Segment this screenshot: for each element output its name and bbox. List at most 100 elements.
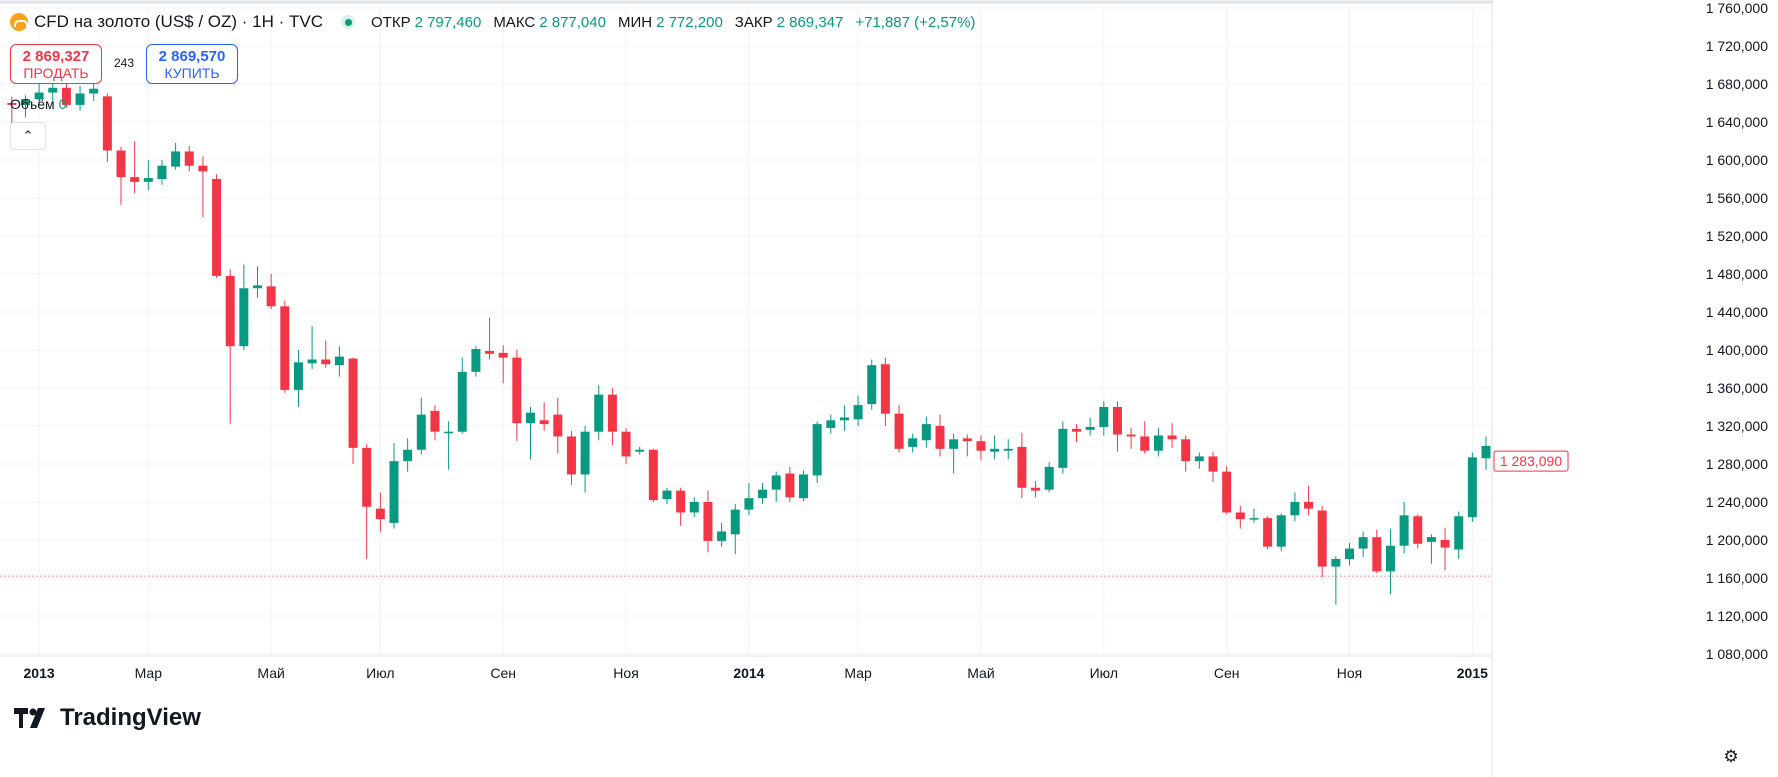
candle — [457, 357, 467, 434]
candle — [20, 95, 30, 118]
candle — [566, 430, 576, 485]
candle-body — [662, 490, 672, 500]
candle — [280, 300, 290, 393]
low-label: МИН — [617, 13, 653, 31]
candle-body — [375, 508, 385, 520]
candle-body — [771, 475, 781, 490]
candle — [799, 470, 808, 502]
price-tick-label: 1 600,000 — [1706, 152, 1768, 168]
candle-body — [921, 424, 931, 441]
time-axis[interactable]: 2013 Мар Май Июл Сен Ноя 2014 Мар Май Июл Сен Ноя 20… — [24, 665, 1489, 681]
tradingview-logo[interactable]: TradingView — [14, 704, 201, 732]
price-axis[interactable]: 1 080,000 1 120,000 1 160,000 1 200,000 1 24… — [1493, 0, 1778, 777]
candle — [512, 350, 522, 442]
candle — [1140, 421, 1150, 454]
candle — [375, 492, 385, 533]
price-tick-label: 1 200,000 — [1706, 532, 1768, 548]
candle — [444, 421, 454, 470]
close-value: 2 869,347 — [776, 13, 844, 31]
candle-body — [908, 438, 918, 447]
candle — [198, 156, 208, 217]
candle — [853, 395, 863, 426]
market-status-icon[interactable] — [341, 15, 355, 29]
price-tick-label: 1 520,000 — [1706, 228, 1768, 244]
candle-body — [1426, 537, 1436, 542]
candle — [1099, 401, 1109, 436]
candle-body — [34, 92, 44, 100]
candle — [935, 414, 945, 457]
buy-button[interactable]: 2 869,570 КУПИТЬ — [146, 44, 238, 84]
candle-body — [253, 285, 262, 289]
collapse-legend-button[interactable]: ⌃ — [10, 122, 46, 150]
candle — [389, 443, 399, 529]
candle-body — [348, 358, 358, 448]
candle — [1058, 421, 1068, 474]
candle-body — [157, 165, 167, 179]
candle-body — [607, 394, 617, 432]
candle — [1440, 527, 1450, 571]
change-value: +71,887 (+2,57%) — [855, 13, 976, 31]
candle-body — [799, 474, 808, 499]
candle — [348, 357, 358, 464]
candle-body — [1058, 428, 1068, 468]
time-tick-label: 2015 — [1457, 665, 1488, 681]
candle-body — [1358, 537, 1368, 549]
candle-body — [280, 306, 290, 390]
chart-header: CFD на золото (US$ / OZ) · 1Н · TVC ОТКР… — [10, 12, 983, 32]
candle-body — [89, 88, 99, 94]
brand-name: TradingView — [60, 704, 201, 731]
symbol-title[interactable]: CFD на золото (US$ / OZ) · 1Н · TVC — [34, 12, 323, 31]
price-tick-label: 1 320,000 — [1706, 418, 1768, 434]
candle-body — [689, 502, 699, 513]
candle-body — [266, 286, 276, 307]
candle — [143, 160, 153, 191]
candle-body — [1072, 428, 1081, 432]
price-tick-label: 1 680,000 — [1706, 76, 1768, 92]
candle — [553, 397, 563, 454]
candle — [403, 438, 413, 472]
candle — [75, 85, 85, 111]
candle — [730, 503, 740, 555]
candle-body — [935, 426, 945, 449]
candle-body — [553, 414, 563, 437]
candle — [771, 471, 781, 502]
candle-body — [1167, 435, 1177, 440]
candle — [594, 385, 604, 441]
candle-body — [61, 87, 71, 105]
price-tick-label: 1 480,000 — [1706, 266, 1768, 282]
sell-button[interactable]: 2 869,327 ПРОДАТЬ — [10, 44, 102, 84]
candle — [1222, 465, 1232, 515]
candle-body — [171, 151, 181, 167]
candle — [1208, 451, 1218, 483]
time-tick-label: Мар — [844, 665, 872, 681]
candle-body — [362, 447, 372, 507]
candle — [758, 483, 768, 504]
candle-body — [990, 448, 1000, 452]
candle-body — [1276, 515, 1286, 547]
candle — [239, 264, 249, 350]
candle — [1372, 529, 1382, 574]
candle — [921, 416, 931, 448]
time-tick-label: 2013 — [24, 665, 55, 681]
time-tick-label: 2014 — [733, 665, 764, 681]
candle — [1317, 505, 1327, 578]
candle-body — [75, 93, 85, 105]
candle — [1304, 485, 1314, 516]
candle-body — [1194, 456, 1204, 462]
volume-legend[interactable]: Объём 0 — [10, 96, 66, 112]
candle — [1031, 481, 1041, 498]
candle-body — [703, 502, 713, 541]
candles-layer — [7, 74, 1505, 605]
candle-body — [1031, 487, 1041, 491]
candle — [662, 487, 672, 504]
candle — [293, 350, 303, 407]
volume-label: Объём — [10, 96, 55, 112]
candle-body — [894, 413, 904, 449]
candle — [1153, 427, 1163, 457]
candle — [812, 421, 822, 483]
candle — [212, 174, 222, 278]
gear-icon[interactable]: ⚙ — [1723, 747, 1739, 766]
candle — [908, 433, 918, 453]
candle-body — [1454, 516, 1464, 550]
